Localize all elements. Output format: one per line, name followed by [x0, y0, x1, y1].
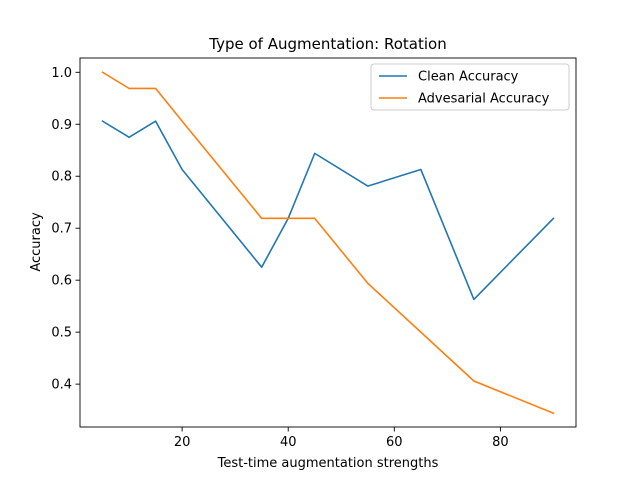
y-tick-label: 0.5: [51, 326, 72, 341]
y-tick-label: 0.6: [51, 274, 72, 289]
chart-title: Type of Augmentation: Rotation: [208, 35, 446, 53]
axes-frame: [79, 57, 577, 428]
y-tick-label: 0.7: [51, 222, 72, 237]
y-axis-label: Accuracy: [29, 212, 44, 272]
legend-label-1: Advesarial Accuracy: [418, 92, 550, 107]
x-tick-label: 40: [280, 435, 297, 450]
x-tick-label: 20: [174, 435, 191, 450]
legend-box: [370, 63, 570, 111]
y-tick-label: 1.0: [51, 66, 72, 81]
y-tick-label: 0.8: [51, 170, 72, 185]
series-line-1: [101, 71, 555, 415]
x-tick-label: 80: [492, 435, 509, 450]
y-tick-label: 0.9: [51, 118, 72, 133]
y-tick-label: 0.4: [51, 378, 72, 393]
x-axis-label: Test-time augmentation strengths: [217, 456, 439, 471]
legend: Clean Accuracy Advesarial Accuracy: [370, 63, 570, 111]
x-tick-label: 60: [386, 435, 403, 450]
plot-area: 20 40 60 80 0.4 0.5 0.6 0.7 0.8 0.9 1.0: [51, 57, 577, 450]
legend-label-0: Clean Accuracy: [418, 70, 519, 85]
